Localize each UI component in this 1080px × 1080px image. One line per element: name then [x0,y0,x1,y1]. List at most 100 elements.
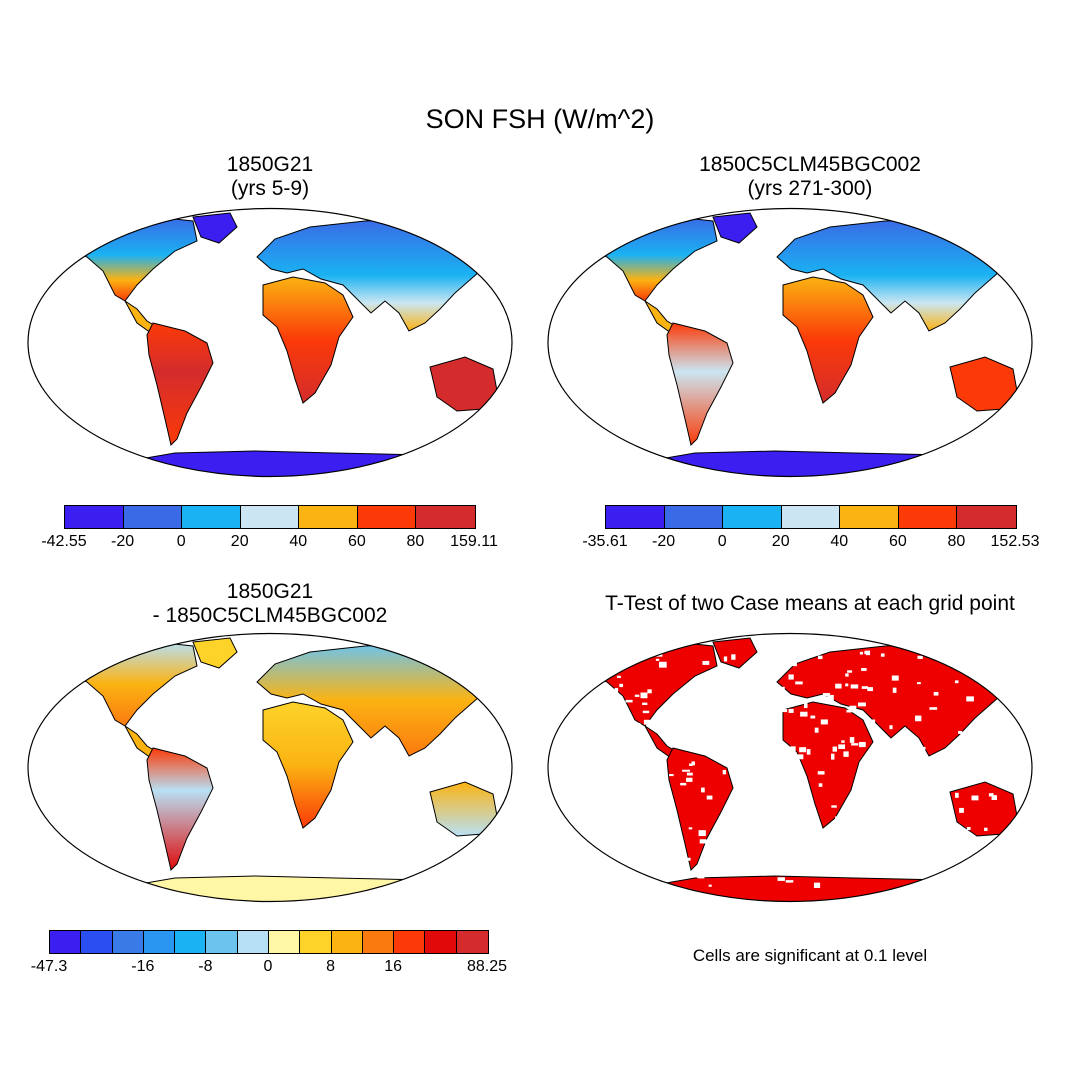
nonsignificant-cell [709,698,713,703]
colorbar-segment [664,506,724,528]
nonsignificant-cell [774,823,780,830]
nonsignificant-cell [635,722,641,729]
nonsignificant-cell [637,836,646,840]
landmass-southAmerica [146,322,214,446]
nonsignificant-cell [995,881,1000,884]
nonsignificant-cell [800,862,809,865]
nonsignificant-cell [820,719,828,725]
nonsignificant-cell [814,727,819,733]
panel2-title-line1: 1850C5CLM45BGC002 [699,153,921,176]
nonsignificant-cell [771,779,775,785]
nonsignificant-cell [729,798,734,802]
nonsignificant-cell [617,857,621,860]
nonsignificant-cell [722,769,727,775]
nonsignificant-cell [867,687,874,692]
nonsignificant-cell [603,835,612,838]
nonsignificant-cell [942,858,950,864]
nonsignificant-cell [771,769,775,775]
nonsignificant-cell [641,652,648,659]
nonsignificant-cell [941,826,948,833]
nonsignificant-cell [623,824,630,828]
nonsignificant-cell [698,830,706,837]
nonsignificant-cell [849,737,855,743]
map-outline [27,632,513,903]
nonsignificant-cell [751,716,755,721]
nonsignificant-cell [640,692,648,699]
nonsignificant-cell [688,827,693,830]
nonsignificant-cell [795,681,803,685]
panel2-title: 1850C5CLM45BGC002 (yrs 271-300) [580,153,1040,201]
nonsignificant-cell [847,670,853,673]
landmass-africa [262,276,354,404]
nonsignificant-cell [778,868,785,871]
nonsignificant-cell [611,733,617,737]
colorbar-segment [781,506,841,528]
nonsignificant-cell [593,729,597,734]
nonsignificant-cell [686,872,691,878]
nonsignificant-cell [752,713,759,716]
landmass-greenland [192,212,238,244]
nonsignificant-cell [858,741,866,748]
nonsignificant-cell [907,805,913,810]
nonsignificant-cell [702,660,710,665]
nonsignificant-cell [669,774,674,777]
nonsignificant-cell [765,866,770,870]
colorbar-segment [898,506,958,528]
nonsignificant-cell [917,655,923,659]
colorbar-label: 16 [384,958,403,975]
nonsignificant-cell [691,761,695,766]
nonsignificant-cell [708,679,712,682]
nonsignificant-cell [857,702,866,707]
nonsignificant-cell [845,683,849,687]
nonsignificant-cell [933,881,940,885]
nonsignificant-cell [864,650,870,655]
figure-title: SON FSH (W/m^2) [425,104,655,134]
nonsignificant-cell [646,786,653,791]
nonsignificant-cell [606,736,613,743]
colorbar-label: -42.55 [41,533,87,550]
landmass-greenland [192,637,238,669]
nonsignificant-cell [708,884,712,887]
colorbar-segment [81,931,113,953]
nonsignificant-cell [954,792,959,798]
colorbar-label: -20 [111,533,135,550]
nonsignificant-cell [732,732,737,738]
nonsignificant-cell [589,729,597,733]
colorbar-label: 80 [406,533,425,550]
nonsignificant-cell [892,687,897,693]
nonsignificant-cell [769,667,778,672]
nonsignificant-cell [832,746,837,752]
colorbar-segment [268,931,301,953]
nonsignificant-cell [605,746,612,752]
nonsignificant-cell [949,747,955,753]
nonsignificant-cell [861,667,867,671]
colorbar-label: 20 [230,533,249,550]
nonsignificant-cell [845,673,849,677]
nonsignificant-cell [776,854,783,859]
nonsignificant-cell [730,815,736,821]
colorbar-label: 8 [326,958,336,975]
nonsignificant-cell [769,738,776,745]
colorbar-segment [840,506,899,528]
nonsignificant-cell [682,769,691,772]
nonsignificant-cell [984,827,988,831]
nonsignificant-cell [755,702,761,705]
nonsignificant-cell [586,879,593,883]
colorbar-segment [331,931,363,953]
nonsignificant-cell [859,651,863,655]
nonsignificant-cell [993,717,997,720]
nonsignificant-cell [662,804,667,810]
panel1-title-line1: 1850G21 [226,153,314,176]
nonsignificant-cell [683,707,689,711]
nonsignificant-cell [883,808,887,814]
nonsignificant-cell [929,707,938,710]
nonsignificant-cell [894,765,903,772]
nonsignificant-cell [766,807,775,814]
nonsignificant-cell [965,838,969,843]
nonsignificant-cell [751,855,759,861]
landmass-greenland [712,212,758,244]
landmass-africa [262,701,354,829]
nonsignificant-cell [614,687,619,693]
nonsignificant-cell [748,708,753,715]
nonsignificant-cell [606,732,612,739]
